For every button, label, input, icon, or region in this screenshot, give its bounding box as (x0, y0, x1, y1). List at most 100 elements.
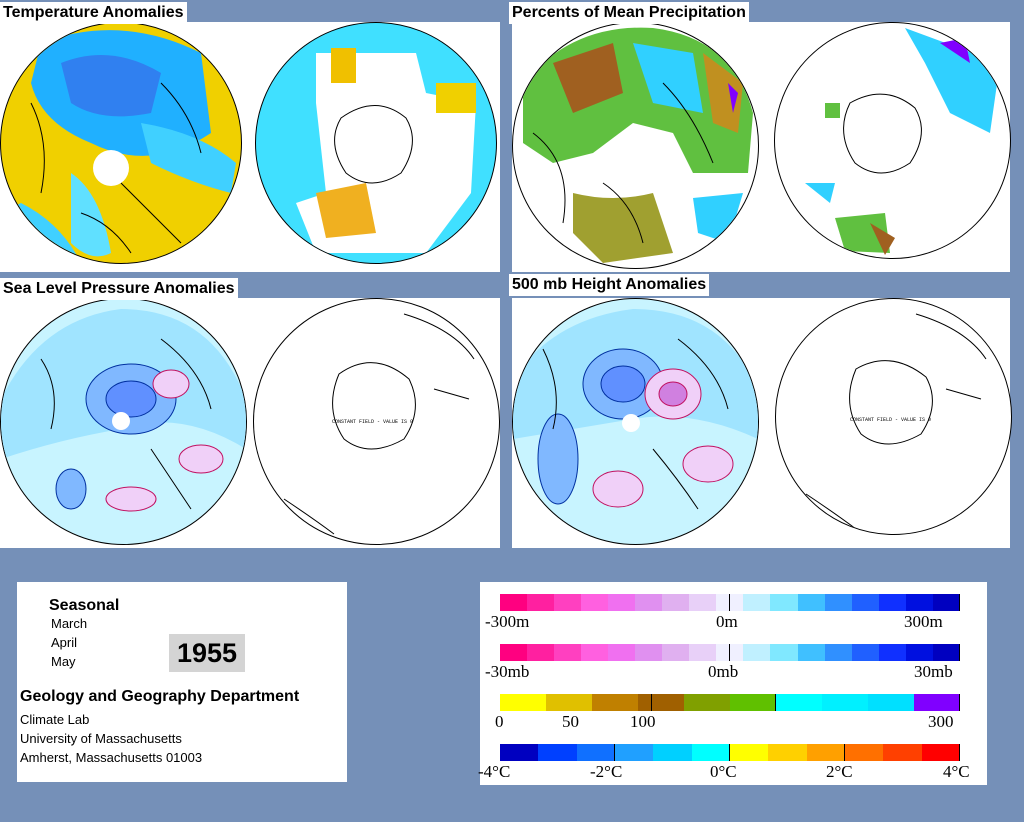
height-tick (729, 594, 730, 611)
pressure-color-cell (689, 644, 717, 661)
temp-color-cell (691, 744, 730, 761)
precip-label-100: 100 (630, 712, 656, 731)
temperature-panel (0, 22, 500, 272)
height500-north-globe (512, 298, 759, 545)
precip-color-bar (500, 694, 960, 711)
height-color-bar (500, 594, 960, 611)
height-color-cell (608, 594, 636, 611)
height-label-mid: 0m (716, 612, 738, 631)
pressure-color-cell (500, 644, 528, 661)
precip-color-cell (868, 694, 914, 711)
height-color-cell (689, 594, 717, 611)
height500-panel: CONSTANT FIELD - VALUE IS 0 (512, 298, 1012, 548)
height-color-cell (581, 594, 609, 611)
pressure-color-cell (554, 644, 582, 661)
address-line-2: University of Massachusetts (20, 731, 182, 746)
precip-color-cell (776, 694, 822, 711)
address-line-3: Amherst, Massachusetts 01003 (20, 750, 203, 765)
height500-constant-field-note: CONSTANT FIELD - VALUE IS 0 (850, 417, 932, 423)
height-color-cell (554, 594, 582, 611)
slp-panel: CONSTANT FIELD - VALUE IS 0 (0, 298, 500, 548)
temp-color-cell (576, 744, 615, 761)
temp-label-m2: -2°C (590, 762, 623, 781)
precip-color-cell (822, 694, 868, 711)
temperature-north-globe (0, 22, 242, 264)
slp-south-globe: CONSTANT FIELD - VALUE IS 0 (253, 298, 500, 545)
pressure-label-min: -30mb (485, 662, 530, 681)
precip-color-cell (592, 694, 638, 711)
pressure-color-cell (662, 644, 690, 661)
precipitation-panel (512, 22, 1011, 272)
pressure-label-mid: 0mb (708, 662, 739, 681)
info-box: Seasonal March April May 1955 Geology an… (17, 582, 347, 782)
height-color-cell (851, 594, 879, 611)
precipitation-title: Percents of Mean Precipitation (509, 2, 749, 24)
pressure-color-cell (851, 644, 879, 661)
height500-title: 500 mb Height Anomalies (509, 274, 710, 296)
legend-box: -300m 0m 300m -30mb 0mb 30mb 0 50 100 30… (478, 582, 987, 785)
precip-color-cell (500, 694, 546, 711)
temp-label-4: 4°C (943, 762, 970, 781)
height-color-cell (878, 594, 906, 611)
precip-color-cell (730, 694, 776, 711)
pressure-tick (959, 644, 960, 661)
temp-color-cell (883, 744, 922, 761)
height-color-cell (797, 594, 825, 611)
precip-label-0: 0 (495, 712, 504, 731)
height-color-cell (905, 594, 933, 611)
temp-color-cell (653, 744, 692, 761)
precipitation-south-globe (774, 22, 1011, 259)
height-color-cell (527, 594, 555, 611)
precip-tick (959, 694, 960, 711)
slp-constant-field-note: CONSTANT FIELD - VALUE IS 0 (332, 419, 414, 425)
pressure-label-max: 30mb (914, 662, 953, 681)
department: Geology and Geography Department (20, 688, 300, 705)
pressure-color-cell (743, 644, 771, 661)
temp-tick (614, 744, 615, 761)
temp-label-2: 2°C (826, 762, 853, 781)
year-badge: 1955 (169, 634, 245, 672)
pressure-color-cell (527, 644, 555, 661)
address-line-1: Climate Lab (20, 712, 90, 727)
precipitation-north-globe (512, 22, 759, 269)
temp-label-m4: -4°C (478, 762, 511, 781)
temp-color-bar (500, 744, 960, 761)
temperature-title: Temperature Anomalies (0, 2, 187, 24)
temp-color-cell (921, 744, 960, 761)
height-label-min: -300m (485, 612, 530, 631)
precip-tick (775, 694, 776, 711)
height-color-cell (635, 594, 663, 611)
temp-tick (844, 744, 845, 761)
pressure-tick (729, 644, 730, 661)
period-type: Seasonal (49, 597, 120, 614)
temp-color-cell (538, 744, 577, 761)
temp-color-cell (729, 744, 769, 761)
temp-tick (729, 744, 730, 761)
precip-tick (650, 694, 652, 711)
precip-label-300: 300 (928, 712, 954, 731)
month-2: April (51, 635, 78, 650)
pressure-color-bar (500, 644, 960, 661)
pressure-color-cell (635, 644, 663, 661)
temp-color-cell (768, 744, 807, 761)
pressure-color-cell (608, 644, 636, 661)
month-1: March (51, 616, 88, 631)
pressure-color-cell (878, 644, 906, 661)
temp-color-cell (500, 744, 539, 761)
precip-label-50: 50 (562, 712, 579, 731)
height-color-cell (932, 594, 960, 611)
height-color-cell (824, 594, 852, 611)
height-color-cell (662, 594, 690, 611)
pressure-color-cell (932, 644, 960, 661)
month-3: May (51, 654, 76, 669)
precip-color-cell (684, 694, 730, 711)
height500-south-globe: CONSTANT FIELD - VALUE IS 0 (775, 298, 1012, 535)
precip-color-cell (638, 694, 684, 711)
pressure-color-cell (905, 644, 933, 661)
temp-label-0: 0°C (710, 762, 737, 781)
height-color-cell (743, 594, 771, 611)
precip-color-cell (914, 694, 960, 711)
slp-north-globe (0, 298, 247, 545)
height-label-max: 300m (904, 612, 943, 631)
pressure-color-cell (770, 644, 798, 661)
